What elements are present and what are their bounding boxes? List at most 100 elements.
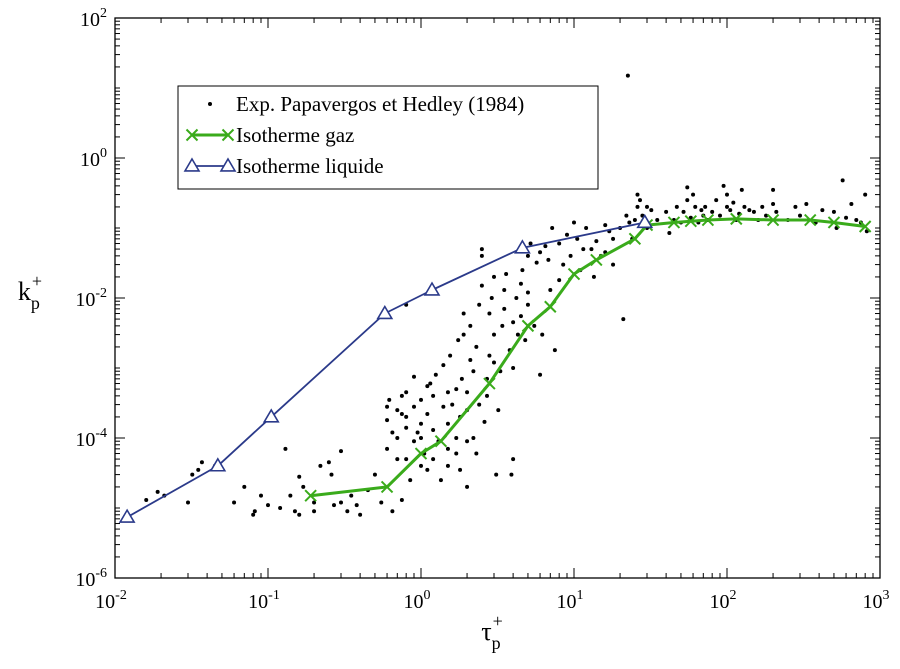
- data-point: [483, 377, 496, 390]
- data-point: [685, 198, 690, 203]
- data-point: [221, 128, 235, 142]
- data-point: [766, 213, 780, 227]
- data-point: [445, 390, 450, 395]
- data-point: [477, 302, 482, 307]
- data-point: [681, 209, 686, 214]
- data-point: [760, 204, 765, 209]
- data-point: [312, 509, 317, 514]
- data-point: [445, 463, 450, 468]
- data-point: [863, 192, 868, 197]
- data-point: [764, 213, 769, 218]
- data-point: [515, 332, 520, 337]
- data-point: [827, 216, 841, 229]
- data-point: [731, 200, 736, 205]
- data-point: [489, 296, 494, 300]
- data-point: [701, 213, 715, 227]
- data-point: [461, 332, 466, 337]
- data-point: [434, 434, 448, 448]
- data-point: [292, 509, 297, 514]
- data-point: [575, 236, 580, 241]
- data-point: [590, 253, 603, 267]
- data-point: [155, 489, 160, 494]
- data-point: [411, 439, 416, 444]
- data-point: [288, 493, 293, 498]
- data-point: [304, 489, 317, 502]
- data-point: [423, 281, 441, 296]
- data-point: [456, 338, 461, 343]
- data-point: [774, 209, 779, 214]
- data-point: [411, 404, 416, 409]
- data-point: [552, 348, 557, 353]
- data-point: [521, 319, 535, 333]
- data-point: [387, 397, 392, 402]
- data-point: [484, 393, 489, 398]
- data-point: [710, 209, 715, 214]
- data-point: [511, 320, 516, 325]
- data-point: [411, 374, 416, 379]
- data-point: [491, 360, 496, 365]
- data-point: [399, 412, 404, 417]
- data-point: [502, 306, 507, 311]
- data-point: [479, 283, 484, 288]
- data-point: [262, 408, 280, 423]
- y-tick-label: 10-4: [75, 426, 107, 451]
- data-point: [804, 213, 817, 227]
- data-point: [385, 404, 390, 409]
- data-point: [278, 506, 283, 510]
- series-layer: [118, 73, 872, 523]
- data-point: [621, 317, 626, 322]
- legend-box: [177, 85, 599, 190]
- data-point: [667, 216, 681, 229]
- data-point: [567, 267, 581, 281]
- data-point: [338, 449, 343, 454]
- data-point: [534, 260, 539, 265]
- data-point: [390, 430, 395, 435]
- data-point: [477, 402, 482, 407]
- data-point: [474, 344, 479, 349]
- data-point: [511, 457, 516, 462]
- data-point: [408, 478, 413, 483]
- data-point: [399, 393, 404, 398]
- data-point: [395, 436, 400, 440]
- data-point: [635, 204, 640, 209]
- data-point: [627, 220, 632, 225]
- data-point: [858, 220, 872, 233]
- data-point: [404, 425, 409, 430]
- data-point: [496, 408, 501, 413]
- data-point: [594, 239, 599, 244]
- data-point: [419, 463, 423, 468]
- data-point: [572, 220, 576, 225]
- data-point: [219, 157, 237, 172]
- data-point: [425, 412, 430, 417]
- data-point: [297, 512, 302, 517]
- data-point: [425, 384, 430, 389]
- data-point: [797, 213, 802, 218]
- data-point: [502, 288, 507, 293]
- data-point: [747, 208, 752, 213]
- data-point: [345, 509, 350, 514]
- data-point: [471, 369, 476, 374]
- x-tick-label: 101: [557, 588, 584, 613]
- data-point: [544, 300, 557, 313]
- data-point: [376, 304, 394, 320]
- data-point: [487, 353, 492, 358]
- x-axis-label: τp+: [481, 611, 503, 653]
- data-point: [338, 500, 343, 505]
- data-point: [632, 218, 637, 223]
- data-point: [804, 202, 809, 207]
- data-point: [504, 272, 509, 277]
- data-point: [854, 218, 859, 223]
- data-point: [183, 157, 201, 172]
- data-point: [454, 436, 459, 440]
- data-point: [441, 404, 446, 409]
- data-point: [450, 402, 455, 407]
- x-tick-label: 10-2: [95, 588, 127, 613]
- data-point: [461, 311, 466, 316]
- data-point: [625, 73, 630, 78]
- y-tick-label: 102: [80, 6, 107, 31]
- legend: Exp. Papavergos et Hedley (1984) Isotherm…: [177, 85, 599, 190]
- data-point: [703, 204, 708, 209]
- data-point: [252, 509, 257, 514]
- data-point: [714, 198, 719, 203]
